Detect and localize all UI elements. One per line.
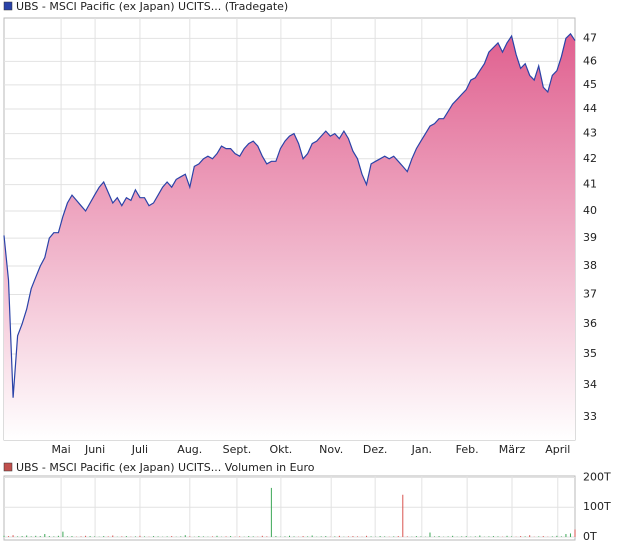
y-tick-label: 0T <box>583 530 597 543</box>
x-tick-label: Dez. <box>363 443 388 456</box>
y-tick-label: 34 <box>583 378 597 391</box>
y-tick-label: 36 <box>583 317 597 330</box>
y-tick-label: 42 <box>583 152 597 165</box>
x-tick-label: März <box>499 443 526 456</box>
y-tick-label: 45 <box>583 78 597 91</box>
y-tick-label: 38 <box>583 259 597 272</box>
legend-swatch <box>3 462 13 472</box>
legend-label: UBS - MSCI Pacific (ex Japan) UCITS... (… <box>16 0 288 13</box>
y-tick-label: 200T <box>583 470 611 483</box>
x-tick-label: Juli <box>131 443 148 456</box>
y-tick-label: 37 <box>583 288 597 301</box>
y-tick-label: 44 <box>583 102 597 115</box>
x-tick-label: Okt. <box>269 443 292 456</box>
line <box>3 32 576 398</box>
x-tick-label: Aug. <box>177 443 202 456</box>
volume-frame <box>3 475 576 541</box>
y-tick-label: 39 <box>583 231 597 244</box>
y-tick-label: 100T <box>583 500 611 513</box>
x-tick-label: Juni <box>84 443 105 456</box>
area <box>4 33 575 441</box>
y-tick-label: 46 <box>583 54 597 67</box>
y-tick-label: 35 <box>583 347 597 360</box>
y-tick-label: 41 <box>583 178 597 191</box>
x-tick-label: April <box>545 443 570 456</box>
y-tick-label: 33 <box>583 410 597 423</box>
y-tick-label: 43 <box>583 127 597 140</box>
legend-label: UBS - MSCI Pacific (ex Japan) UCITS... V… <box>16 461 315 474</box>
x-tick-label: Sept. <box>223 443 252 456</box>
x-tick-label: Mai <box>51 443 70 456</box>
x-tick-label: Feb. <box>456 443 479 456</box>
y-tick-label: 40 <box>583 204 597 217</box>
x-tick-label: Nov. <box>319 443 343 456</box>
y-tick-label: 47 <box>583 31 597 44</box>
x-tick-label: Jan. <box>411 443 432 456</box>
legend-swatch <box>3 1 13 11</box>
